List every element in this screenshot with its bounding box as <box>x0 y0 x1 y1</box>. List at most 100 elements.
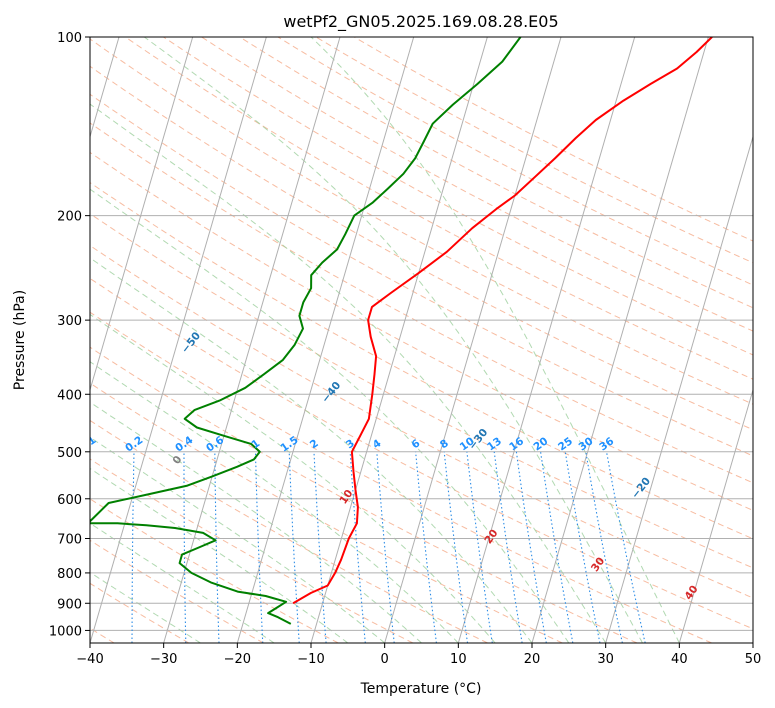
moist-adiabat <box>90 571 201 643</box>
moist-adiabat-label: 30 <box>589 555 607 574</box>
background-lines <box>82 37 753 643</box>
mixing-ratio-label: 8 <box>438 437 451 451</box>
y-tick-label: 200 <box>57 210 82 225</box>
y-tick-label: 800 <box>57 567 82 582</box>
mixing-ratio-line <box>349 451 366 643</box>
x-tick-label: −10 <box>297 652 324 667</box>
dry-adiabat <box>90 181 753 540</box>
dry-adiabat <box>90 93 753 457</box>
mixing-ratio-line <box>313 451 327 643</box>
dry-adiabat <box>353 37 753 242</box>
x-tick-label: 40 <box>671 652 688 667</box>
x-axis-title: Temperature (°C) <box>360 681 482 697</box>
isotherm <box>531 37 709 643</box>
isotherm <box>90 37 267 643</box>
isotherm <box>752 641 753 643</box>
mixing-ratio-label: 4 <box>371 437 384 451</box>
x-tick-label: 30 <box>597 652 614 667</box>
y-tick-label: 500 <box>57 446 82 461</box>
dry-adiabat <box>315 37 753 264</box>
dry-adiabat <box>201 37 753 332</box>
moist-adiabat <box>90 103 607 643</box>
dry-adiabat-label: −50 <box>179 330 203 356</box>
moist-adiabat <box>90 257 533 643</box>
mixing-ratio-line <box>131 451 135 643</box>
dry-adiabat <box>90 213 753 569</box>
x-tick-label: −30 <box>150 652 177 667</box>
mixing-ratio-line <box>82 452 87 643</box>
mixing-ratio-line <box>443 451 469 643</box>
chart-title: wetPf2_GN05.2025.169.08.28.E05 <box>283 12 558 32</box>
x-tick-label: 10 <box>450 652 467 667</box>
mixing-ratio-label: 36 <box>597 435 616 453</box>
mixing-ratio-line <box>515 451 547 643</box>
mixing-ratio-label: 6 <box>409 437 422 451</box>
y-tick-label: 300 <box>57 314 82 329</box>
isotherm <box>310 37 488 643</box>
y-axis-title: Pressure (hPa) <box>12 290 28 390</box>
moist-adiabat <box>90 188 570 643</box>
moist-adiabat <box>144 37 643 643</box>
isotherm <box>236 37 415 643</box>
dry-adiabat-label: −20 <box>629 475 653 501</box>
dry-adiabat <box>90 65 753 431</box>
dry-adiabat-label: −40 <box>319 380 343 406</box>
mixing-ratio-line <box>540 451 574 643</box>
dry-adiabat <box>90 38 753 405</box>
moist-adiabat <box>90 361 459 643</box>
x-tick-label: 0 <box>381 652 389 667</box>
mixing-ratio-line <box>214 451 220 643</box>
y-tick-label: 1000 <box>49 624 82 639</box>
profile-line <box>90 37 522 625</box>
isotherm <box>678 388 753 643</box>
isotherm <box>605 134 753 643</box>
line-labels: 0.10.20.40.611.52346810131620253036−100−… <box>33 268 701 602</box>
dry-adiabat <box>163 37 753 356</box>
dry-adiabat-label: −30 <box>467 426 491 452</box>
mixing-ratio-line <box>254 451 264 643</box>
axes: −40 −30 −20 −10 0 10 20 30 40 5010020030040050060… <box>49 31 761 667</box>
isotherm <box>457 37 636 643</box>
mixing-ratio-label: 13 <box>485 435 504 453</box>
moist-adiabat-label: 0 <box>170 454 184 467</box>
isotherm <box>90 37 194 392</box>
profile-lines <box>90 37 713 625</box>
dry-adiabat <box>90 346 638 643</box>
mixing-ratio-line <box>376 451 395 643</box>
dry-adiabat <box>239 37 753 309</box>
dry-adiabat <box>90 498 339 643</box>
mixing-ratio-line <box>493 451 523 643</box>
mixing-ratio-label: 0.1 <box>76 434 98 455</box>
mixing-ratio-label: 1 <box>249 437 262 451</box>
mixing-ratio-label: 16 <box>507 435 526 453</box>
mixing-ratio-line <box>415 451 437 643</box>
mixing-ratio-line <box>585 451 623 643</box>
y-tick-label: 700 <box>57 533 82 548</box>
y-tick-label: 600 <box>57 493 82 508</box>
dry-adiabat-label: −60 <box>33 268 57 294</box>
plot-frame <box>89 36 754 644</box>
y-tick-label: 900 <box>57 597 82 612</box>
y-tick-label: 100 <box>57 31 82 46</box>
mixing-ratio-label: 2 <box>308 437 321 451</box>
dry-adiabat <box>90 244 753 599</box>
isotherm <box>384 37 562 643</box>
profile-line <box>292 37 713 605</box>
x-tick-label: −40 <box>76 652 103 667</box>
y-tick-label: 400 <box>57 388 82 403</box>
moist-adiabat <box>310 37 680 643</box>
x-tick-label: 50 <box>745 652 762 667</box>
mixing-ratio-line <box>564 451 601 643</box>
dry-adiabat <box>90 277 753 630</box>
dry-adiabat <box>277 37 753 286</box>
dry-adiabat <box>90 458 414 643</box>
isotherm <box>163 37 341 643</box>
x-tick-label: −20 <box>224 652 251 667</box>
dry-adiabat <box>90 311 712 643</box>
dry-adiabat <box>90 582 190 643</box>
mixing-ratio-line <box>288 451 300 643</box>
x-tick-label: 20 <box>524 652 541 667</box>
dry-adiabat <box>125 37 753 380</box>
mixing-ratio-line <box>605 451 646 643</box>
